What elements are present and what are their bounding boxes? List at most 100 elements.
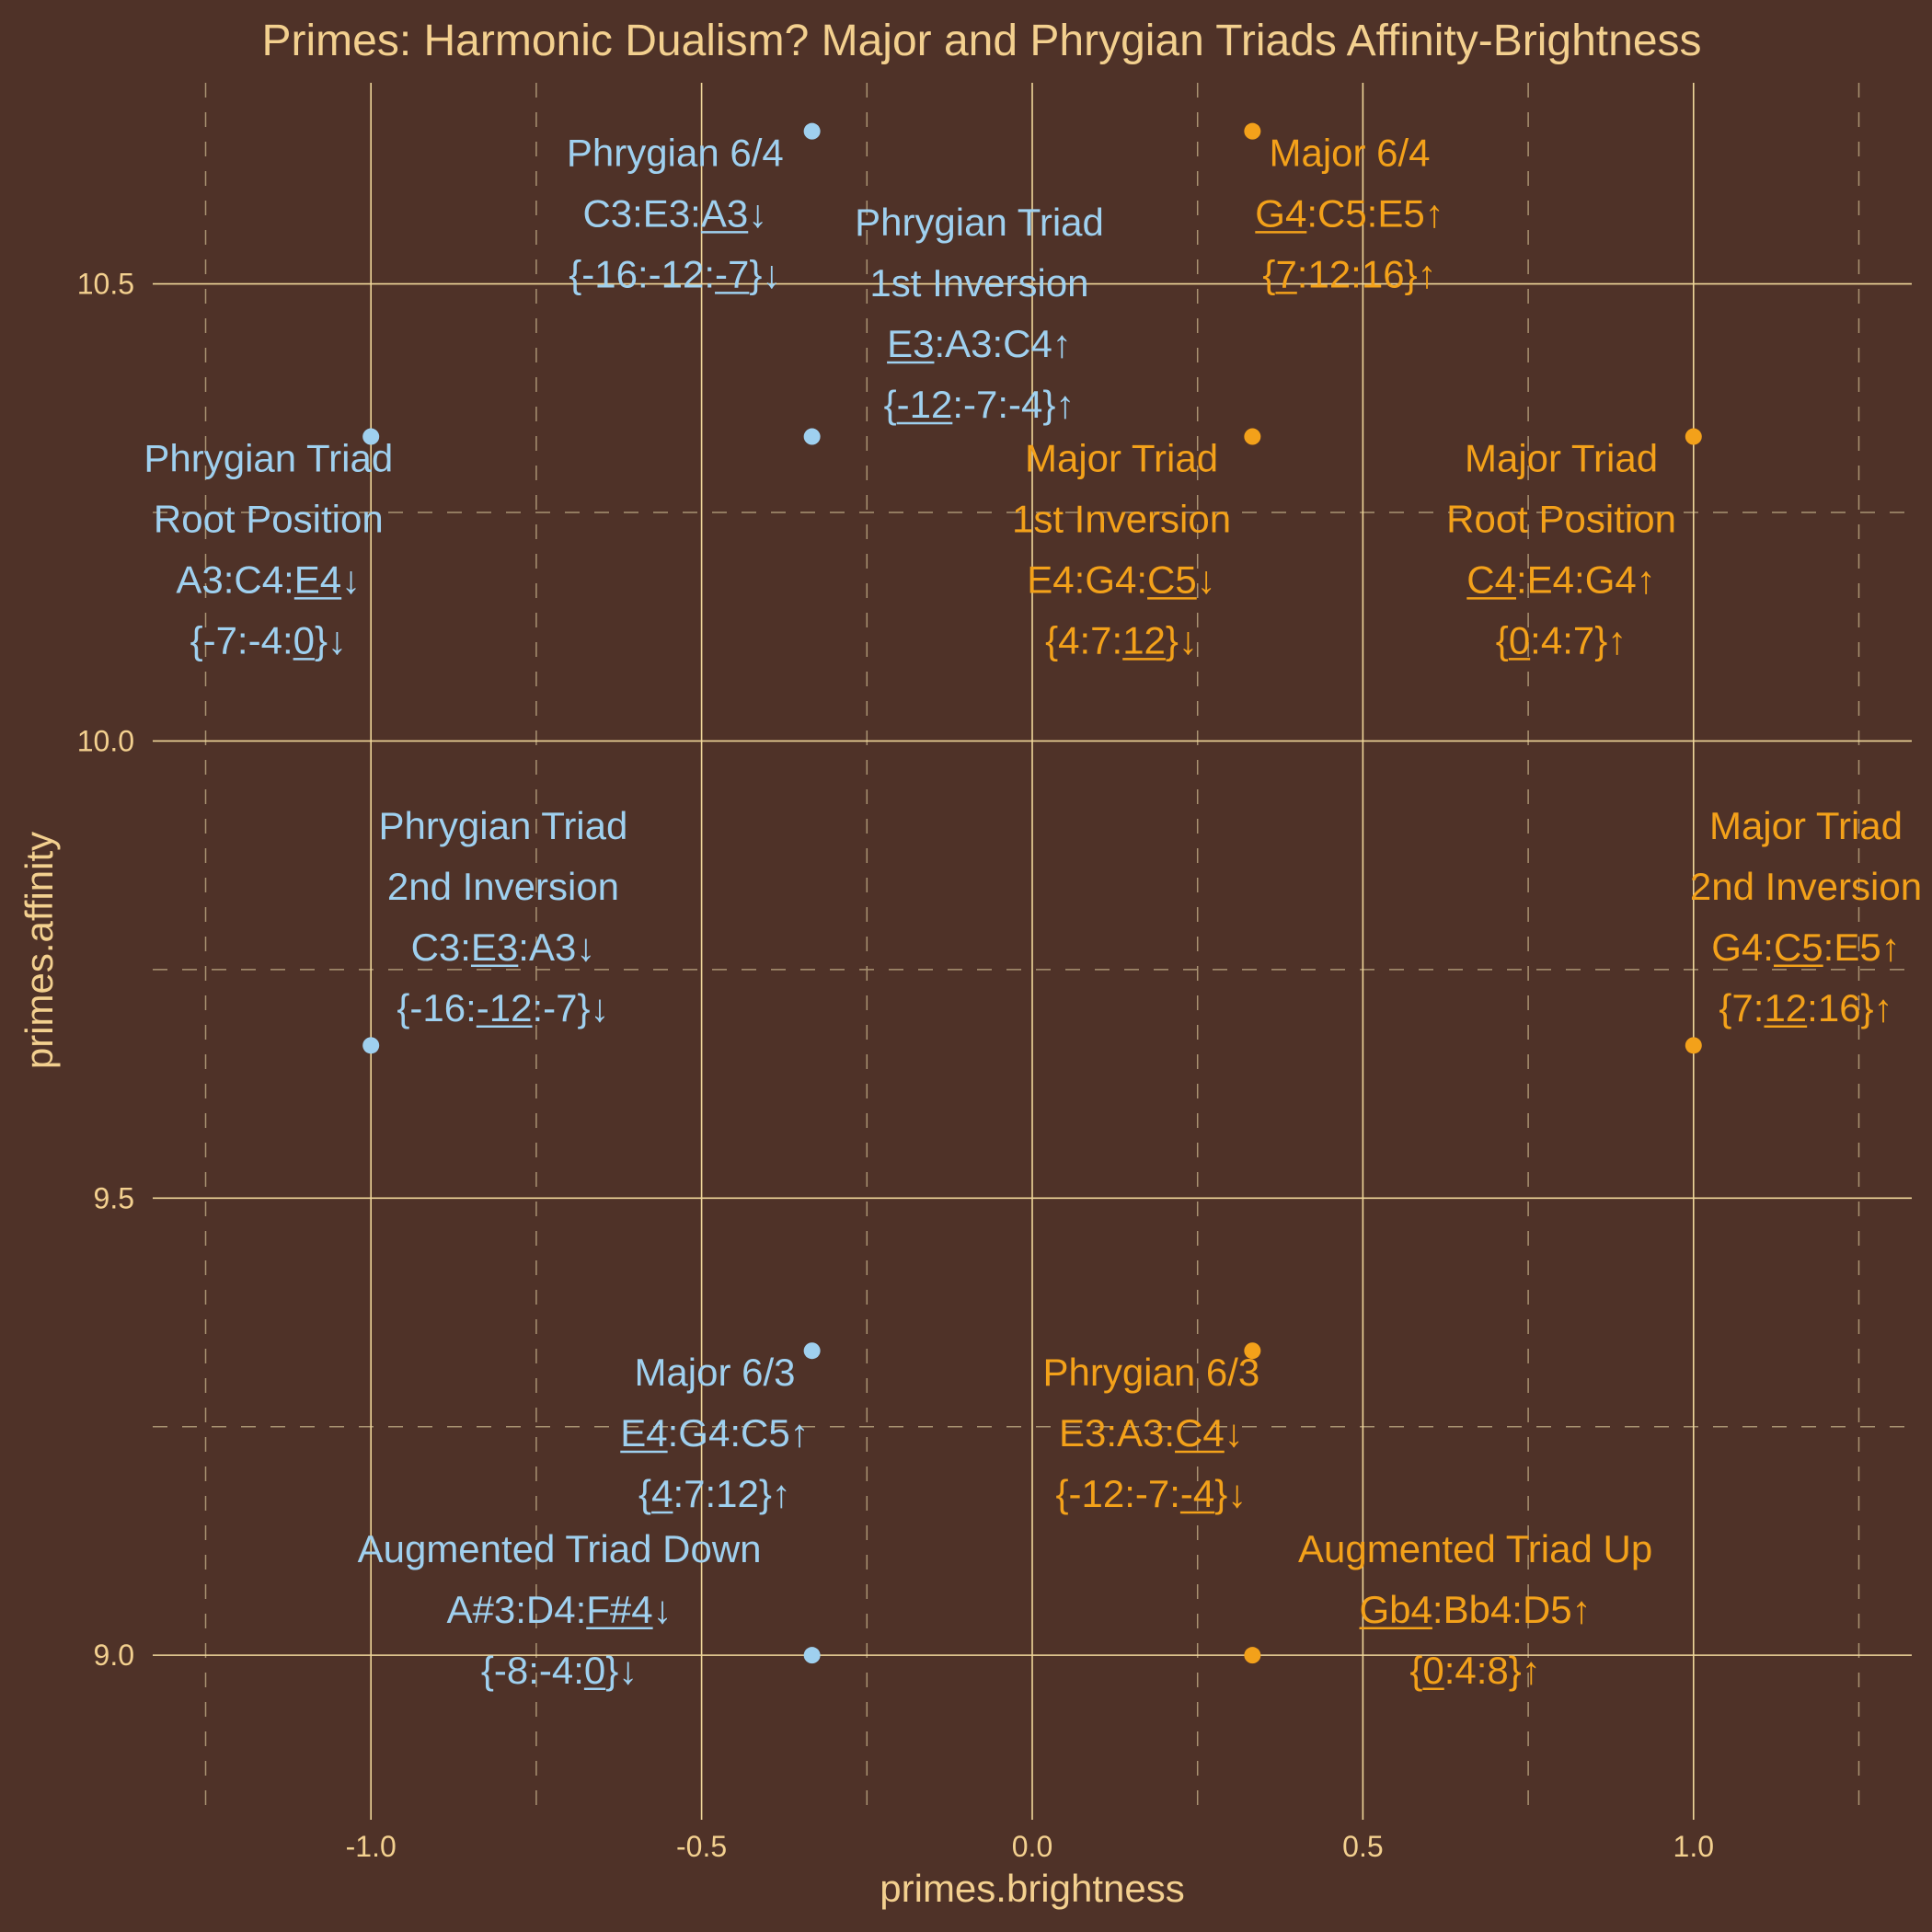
annotation-line: Major Triad (1465, 436, 1658, 479)
annotation-segment: { (638, 1472, 651, 1515)
annotation-line: {-7:-4:0}↓ (190, 618, 347, 661)
major-6-3-label: Major 6/3 E4:G4:C5↑ {4:7:12}↑ (620, 1351, 810, 1515)
annotation-segment: :A3:C4↑ (934, 322, 1071, 365)
annotation-underlined-segment: 12 (1122, 618, 1166, 661)
annotation-segment: :-7:-4}↑ (952, 383, 1075, 426)
annotation-line: {0:4:8}↑ (1409, 1649, 1540, 1692)
point-layer (362, 122, 1702, 1664)
annotation-segment: { (1409, 1649, 1422, 1692)
annotation-segment: :C5:E5↑ (1306, 191, 1443, 235)
annotation-line: 2nd Inversion (387, 865, 619, 908)
annotation-segment: Major Triad (1465, 436, 1658, 479)
annotation-segment: :16}↑ (1807, 986, 1892, 1029)
annotation-underlined-segment: C4 (1466, 558, 1516, 601)
annotation-layer: Phrygian 6/4 C3:E3:A3↓ {-16:-12:-7}↓ Phrygi… (144, 131, 1922, 1691)
annotation-segment: Major Triad (1025, 436, 1218, 479)
annotation-segment: E4:G4: (1027, 558, 1147, 601)
annotation-segment: ↓ (748, 191, 767, 235)
annotation-segment: A#3:D4: (446, 1588, 586, 1631)
annotation-segment: :E4:G4↑ (1516, 558, 1656, 601)
y-tick-label: 10.0 (77, 724, 134, 757)
annotation-line: Phrygian Triad (855, 201, 1104, 244)
annotation-segment: Augmented Triad Down (358, 1527, 762, 1570)
annotation-segment: :4:8}↑ (1444, 1649, 1541, 1692)
annotation-line: Phrygian 6/3 (1042, 1351, 1259, 1394)
annotation-segment: :4:7}↑ (1530, 618, 1627, 661)
data-point (362, 428, 380, 445)
annotation-underlined-segment: Gb4 (1360, 1588, 1432, 1631)
annotation-line: Phrygian Triad (144, 436, 393, 479)
annotation-underlined-segment: C5 (1774, 926, 1823, 969)
y-tick-labels: 9.0 9.5 10.0 10.5 (77, 268, 134, 1673)
x-tick-label: 0.0 (1012, 1830, 1052, 1863)
axis-layer: Primes: Harmonic Dualism? Major and Phry… (17, 17, 1714, 1910)
phrygian-triad-1st-inversion-label: Phrygian Triad 1st Inversion E3:A3:C4↑ {-12… (855, 201, 1104, 426)
annotation-segment: {4:7: (1045, 618, 1122, 661)
annotation-segment: G4: (1711, 926, 1774, 969)
annotation-line: E3:A3:C4↓ (1059, 1411, 1244, 1455)
phrygian-triad-root-position-label: Phrygian Triad Root Position A3:C4:E4↓ {-7:… (144, 436, 393, 661)
annotation-underlined-segment: E3 (471, 926, 518, 969)
annotation-line: G4:C5:E5↑ (1711, 926, 1900, 969)
annotation-segment: Phrygian 6/4 (567, 131, 784, 174)
y-tick-label: 9.5 (94, 1181, 134, 1214)
annotation-segment: A3:C4: (176, 558, 293, 601)
annotation-underlined-segment: 7 (1275, 252, 1296, 295)
y-tick-label: 9.0 (94, 1639, 134, 1672)
augmented-triad-down-label: Augmented Triad Down A#3:D4:F#4↓ {-8:-4:0}… (358, 1527, 762, 1692)
annotation-segment: :G4:C5↑ (668, 1411, 810, 1455)
data-point (1244, 1647, 1261, 1664)
annotation-segment: Phrygian 6/3 (1042, 1351, 1259, 1394)
annotation-segment: }↓ (315, 618, 347, 661)
annotation-underlined-segment: 4 (651, 1472, 673, 1515)
annotation-underlined-segment: E3 (887, 322, 934, 365)
grid-layer (153, 83, 1912, 1820)
annotation-segment: {-7:-4: (190, 618, 293, 661)
annotation-segment: }↓ (1166, 618, 1198, 661)
annotation-line: C3:E3:A3↓ (411, 926, 596, 969)
y-tick-label: 10.5 (77, 268, 134, 301)
annotation-underlined-segment: E4 (294, 558, 341, 601)
annotation-segment: ↓ (653, 1588, 673, 1631)
annotation-underlined-segment: -12 (477, 986, 533, 1029)
annotation-underlined-segment: 0 (1422, 1649, 1443, 1692)
annotation-line: 1st Inversion (1012, 497, 1231, 540)
annotation-segment: :E5↑ (1823, 926, 1901, 969)
annotation-line: {-16:-12:-7}↓ (569, 252, 781, 295)
annotation-line: {4:7:12}↓ (1045, 618, 1198, 661)
annotation-segment: Major 6/4 (1269, 131, 1430, 174)
annotation-segment: Phrygian Triad (855, 201, 1104, 244)
annotation-segment: Phrygian Triad (379, 804, 628, 847)
annotation-line: {-12:-7:-4}↑ (884, 383, 1075, 426)
annotation-line: Root Position (1446, 497, 1676, 540)
annotation-segment: ↓ (1197, 558, 1216, 601)
x-tick-label: 1.0 (1673, 1830, 1714, 1863)
data-point (1244, 428, 1261, 445)
annotation-segment: { (1262, 252, 1275, 295)
annotation-segment: ↓ (341, 558, 361, 601)
data-point (803, 1342, 821, 1360)
annotation-segment: ↓ (1225, 1411, 1244, 1455)
annotation-underlined-segment: 12 (1764, 986, 1807, 1029)
annotation-line: A3:C4:E4↓ (176, 558, 361, 601)
annotation-line: Augmented Triad Up (1298, 1527, 1652, 1570)
annotation-line: {7:12:16}↑ (1719, 986, 1892, 1029)
y-axis-label: primes.affinity (17, 832, 61, 1069)
annotation-underlined-segment: A3 (701, 191, 748, 235)
annotation-line: {7:12:16}↑ (1262, 252, 1436, 295)
annotation-line: C4:E4:G4↑ (1466, 558, 1655, 601)
data-point (1685, 428, 1702, 445)
annotation-line: {-8:-4:0}↓ (481, 1649, 638, 1692)
annotation-underlined-segment: G4 (1255, 191, 1306, 235)
annotation-line: {4:7:12}↑ (638, 1472, 791, 1515)
annotation-segment: {-8:-4: (481, 1649, 584, 1692)
annotation-line: {0:4:7}↑ (1496, 618, 1627, 661)
chart-title: Primes: Harmonic Dualism? Major and Phry… (261, 17, 1701, 65)
x-tick-label: 0.5 (1342, 1830, 1383, 1863)
annotation-segment: }↓ (605, 1649, 638, 1692)
annotation-segment: {7: (1719, 986, 1764, 1029)
